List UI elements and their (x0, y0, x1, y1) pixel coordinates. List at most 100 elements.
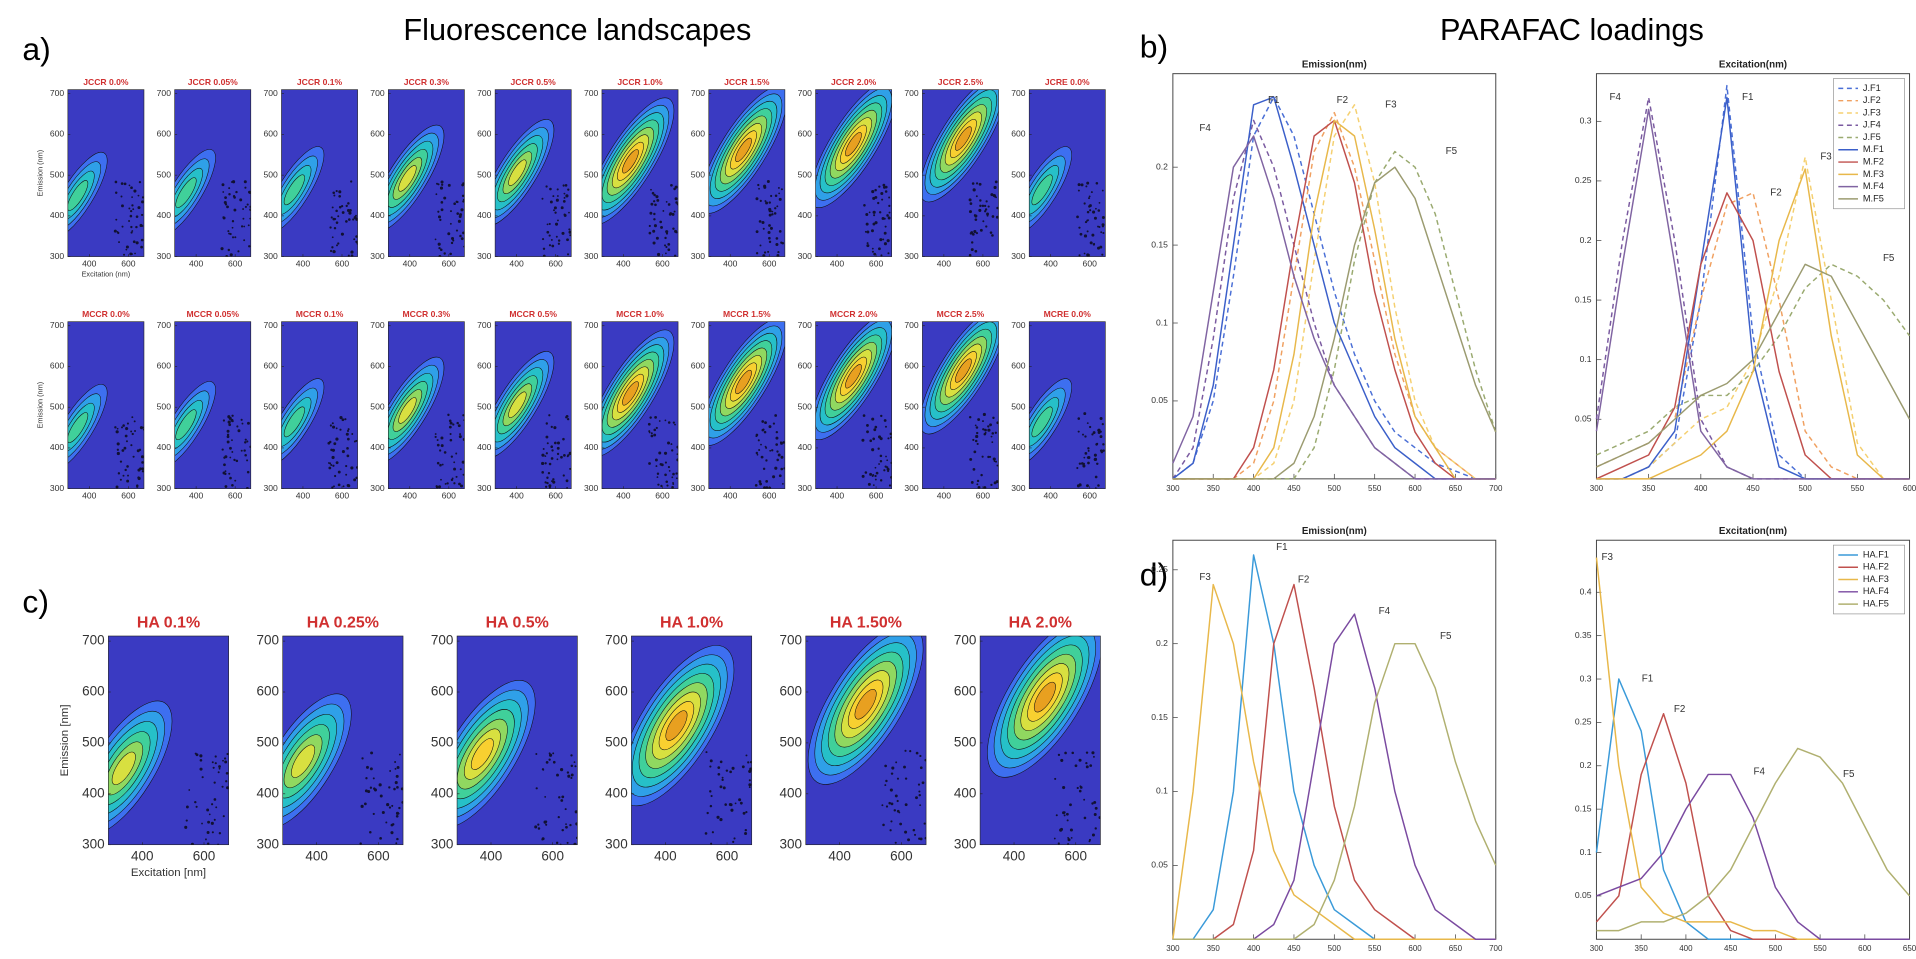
noise-dot (899, 822, 903, 826)
noise-dot (329, 462, 332, 465)
noise-dot (339, 428, 342, 431)
noise-dot (991, 432, 995, 435)
contour-level (398, 165, 417, 192)
panel-title: MCCR 2.5% (937, 309, 985, 319)
noise-dot (369, 831, 372, 834)
noise-dot (990, 483, 993, 486)
noise-dot (556, 452, 560, 456)
noise-dot (567, 188, 570, 191)
noise-dot (704, 832, 708, 835)
noise-dot (864, 471, 868, 474)
noise-dot (440, 436, 444, 440)
noise-dot (222, 216, 225, 219)
contour-level (508, 159, 527, 186)
noise-dot (395, 774, 399, 778)
noise-dot (877, 447, 880, 450)
noise-dot (882, 185, 886, 189)
noise-dot (373, 787, 376, 790)
y-tick-label: 0.1 (1580, 354, 1592, 364)
noise-dot (353, 238, 356, 241)
noise-dot (436, 461, 440, 465)
noise-dot (328, 466, 332, 470)
noise-dot (668, 469, 671, 472)
noise-dot (461, 183, 465, 187)
x-tick-label: 600 (890, 848, 913, 863)
noise-dot (249, 217, 251, 220)
y-tick-label: 400 (1011, 442, 1026, 452)
noise-dot (211, 803, 214, 806)
noise-dot (762, 467, 766, 471)
noise-dot (657, 483, 660, 486)
noise-dot (1089, 209, 1092, 212)
noise-dot (394, 761, 397, 763)
y-tick-label: 600 (584, 361, 599, 371)
noise-dot (673, 254, 677, 257)
heading: Fluorescence landscapes (403, 12, 751, 47)
noise-dot (979, 228, 983, 232)
y-tick-label: 700 (780, 633, 803, 648)
noise-dot (570, 754, 573, 757)
noise-dot (227, 420, 231, 424)
noise-dot (542, 247, 546, 250)
noise-dot (226, 752, 229, 756)
noise-dot (890, 772, 894, 775)
noise-dot (755, 197, 759, 201)
y-tick-label: 300 (798, 251, 813, 261)
contour-level (175, 409, 197, 441)
x-tick-label: 600 (762, 491, 777, 501)
noise-dot (560, 455, 563, 459)
noise-dot (724, 803, 727, 806)
noise-dot (1098, 816, 1101, 819)
plot-frame (601, 89, 679, 257)
noise-dot (121, 225, 124, 228)
plot-frame (1028, 321, 1106, 489)
noise-dot (978, 208, 982, 212)
noise-dot (974, 439, 978, 443)
y-tick-label: 0.05 (1575, 890, 1592, 900)
x-tick-label: 600 (1408, 944, 1422, 953)
plot-frame (67, 89, 145, 257)
noise-dot (574, 765, 577, 768)
x-tick-label: 350 (1642, 484, 1656, 493)
contour-blob (495, 119, 572, 257)
noise-dot (140, 213, 144, 217)
noise-dot (658, 451, 662, 455)
noise-dot (394, 781, 398, 785)
noise-dot (1078, 758, 1082, 762)
noise-dot (651, 191, 655, 195)
noise-dot (985, 225, 988, 228)
y-tick-label: 400 (157, 442, 172, 452)
x-tick-label: 600 (121, 491, 136, 501)
x-tick-label: 400 (1044, 491, 1059, 501)
noise-dot (386, 803, 390, 807)
contour-level (67, 412, 89, 443)
noise-dot (440, 444, 444, 448)
noise-dot (401, 800, 404, 804)
y-tick-label: 500 (431, 734, 454, 749)
noise-dot (338, 194, 342, 198)
noise-dot (565, 194, 569, 198)
noise-dot (773, 212, 777, 215)
noise-dot (546, 476, 549, 479)
noise-dot (541, 768, 545, 771)
noise-dot (869, 472, 873, 476)
noise-dot (246, 440, 249, 443)
noise-dot (896, 777, 900, 780)
noise-dot (983, 486, 987, 489)
noise-dot (662, 210, 665, 212)
noise-dot (1083, 252, 1086, 255)
y-tick-label: 700 (691, 88, 706, 98)
noise-dot (556, 773, 559, 777)
noise-dot (249, 205, 251, 208)
noise-dot (675, 472, 678, 475)
noise-dot (130, 231, 133, 234)
noise-dot (199, 758, 203, 762)
contour-blob (457, 680, 578, 845)
noise-dot (777, 453, 781, 457)
noise-dot (919, 766, 923, 770)
contour-level (622, 381, 639, 406)
noise-dot (647, 422, 651, 426)
noise-dot (234, 236, 237, 239)
noise-dot (557, 219, 559, 222)
noise-dot (884, 425, 887, 428)
